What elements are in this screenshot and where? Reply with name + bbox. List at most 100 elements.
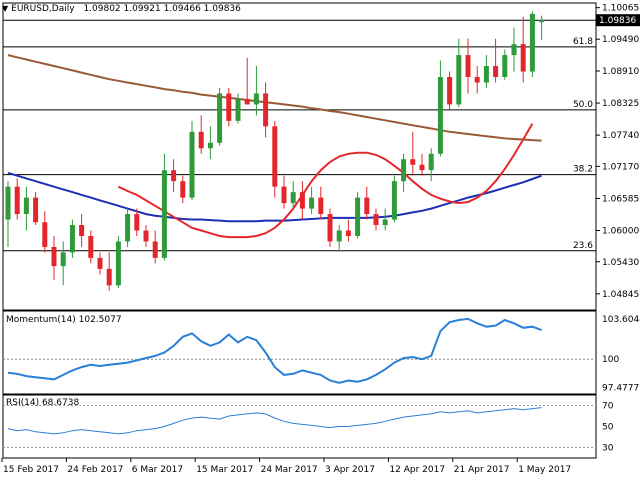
candle-body (272, 126, 278, 187)
candle-body (207, 142, 213, 149)
chart-header: ▼ EURUSD,Daily 1.09802 1.09921 1.09466 1.… (2, 4, 241, 14)
candle[interactable] (253, 66, 259, 116)
candle-body (235, 98, 241, 121)
time-tick-label: 24 Mar 2017 (261, 465, 318, 475)
candle[interactable] (189, 120, 195, 201)
candle[interactable] (281, 175, 287, 209)
last-price-label: 1.09836 (599, 16, 636, 26)
candle[interactable] (493, 38, 499, 83)
candle[interactable] (410, 131, 416, 176)
rsi-tick-label: 50 (602, 423, 614, 433)
candle[interactable] (134, 208, 140, 236)
candle[interactable] (79, 214, 85, 247)
candle[interactable] (125, 208, 131, 247)
candle-body (373, 214, 379, 226)
candle[interactable] (42, 211, 48, 253)
price-tick-label: 1.09490 (602, 35, 639, 45)
candle[interactable] (207, 126, 213, 160)
momentum-tick-label: 100 (602, 355, 619, 365)
candle[interactable] (456, 38, 462, 108)
candle[interactable] (88, 230, 94, 264)
candle[interactable] (373, 208, 379, 231)
candle-body (42, 222, 48, 247)
candle-body (345, 230, 351, 236)
candle-body (161, 170, 167, 258)
candle[interactable] (14, 178, 20, 220)
candle[interactable] (60, 241, 66, 286)
candle-body (474, 77, 480, 83)
candle[interactable] (143, 225, 149, 247)
time-tick-label: 1 May 2017 (518, 465, 571, 475)
candle[interactable] (318, 186, 324, 220)
candle-body (23, 197, 29, 215)
candle[interactable] (327, 208, 333, 247)
candle[interactable] (355, 192, 361, 239)
candle[interactable] (152, 230, 158, 264)
candle[interactable] (391, 175, 397, 223)
candle-body (189, 131, 195, 198)
candle-body (419, 164, 425, 171)
candle[interactable] (447, 71, 453, 110)
candle[interactable] (5, 181, 11, 247)
candle-body (391, 181, 397, 220)
candle-body (428, 153, 434, 171)
candle[interactable] (51, 235, 57, 280)
candle[interactable] (520, 16, 526, 83)
candle-body (437, 77, 443, 154)
candle-body (106, 268, 112, 286)
candle[interactable] (428, 148, 434, 182)
candle[interactable] (437, 60, 443, 157)
candle-body (88, 235, 94, 258)
candle[interactable] (263, 82, 269, 138)
candle-body (244, 98, 250, 105)
candle[interactable] (33, 192, 39, 226)
candle[interactable] (272, 120, 278, 198)
price-tick-label: 1.06585 (602, 194, 639, 204)
candle[interactable] (69, 219, 75, 258)
candle[interactable] (299, 181, 305, 220)
candle-body (198, 131, 204, 149)
candle-body (456, 55, 462, 105)
candle-body (355, 197, 361, 236)
candle[interactable] (235, 93, 241, 124)
symbol-label: EURUSD,Daily (11, 4, 75, 14)
candle-body (152, 241, 158, 258)
candle[interactable] (539, 15, 545, 41)
momentum-pane: 103.6044 100 97.4777 (2, 310, 640, 395)
candle[interactable] (161, 153, 167, 261)
candle[interactable] (226, 87, 232, 127)
candle[interactable] (345, 219, 351, 242)
candle[interactable] (106, 252, 112, 291)
candle[interactable] (382, 208, 388, 231)
candle[interactable] (244, 57, 250, 105)
candle[interactable] (511, 27, 517, 72)
fib-level-label: 38.2 (573, 165, 593, 175)
time-tick-label: 15 Mar 2017 (196, 465, 253, 475)
candle[interactable] (474, 66, 480, 94)
candle[interactable] (290, 181, 296, 209)
price-tick-label: 1.04845 (602, 290, 639, 300)
candle[interactable] (217, 87, 223, 146)
candle[interactable] (502, 49, 508, 80)
candle[interactable] (97, 252, 103, 275)
dropdown-triangle-icon[interactable]: ▼ (2, 4, 9, 13)
candle[interactable] (465, 38, 471, 94)
fib-level-label: 23.6 (573, 241, 593, 251)
candle-body (115, 241, 121, 286)
candle[interactable] (23, 186, 29, 231)
candle[interactable] (198, 115, 204, 154)
candle[interactable] (401, 153, 407, 193)
candle[interactable] (336, 225, 342, 250)
candle[interactable] (529, 11, 535, 78)
candle[interactable] (180, 175, 186, 204)
candle[interactable] (364, 186, 370, 220)
momentum-title: Momentum(14) 102.5077 (6, 315, 122, 325)
candle[interactable] (483, 55, 489, 88)
candle[interactable] (419, 153, 425, 176)
candle-body (493, 66, 499, 78)
candle[interactable] (115, 235, 121, 289)
candle[interactable] (309, 186, 315, 215)
price-tick-label: 1.07170 (602, 162, 639, 172)
candle[interactable] (171, 159, 177, 193)
